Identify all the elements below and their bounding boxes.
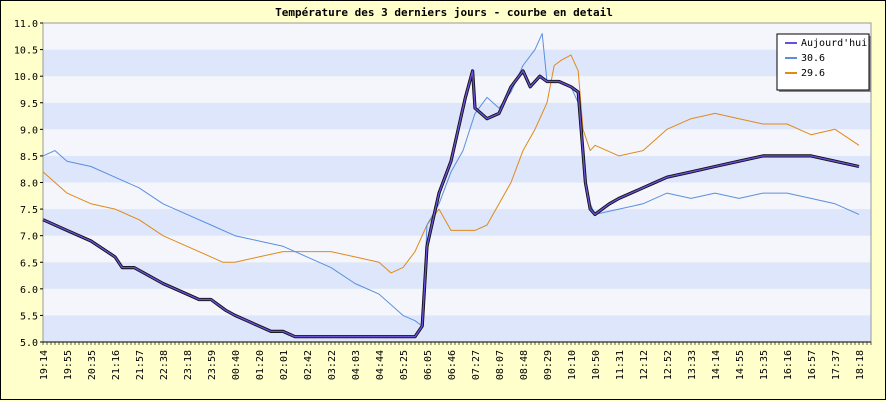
x-tick-label: 17:37 [831,350,842,380]
x-tick-label: 10:50 [591,350,602,380]
x-tick-label: 23:18 [183,350,194,380]
series-line-today [42,70,860,338]
x-tick-label: 14:14 [711,350,722,380]
y-tick-label: 8.5 [20,152,38,163]
x-tick-label: 13:33 [687,350,698,380]
y-tick-label: 11.0 [14,19,38,30]
y-tick-label: 9.5 [20,99,38,110]
x-tick-label: 14:55 [735,350,746,380]
x-tick-label: 08:48 [519,350,530,380]
legend-label: Aujourd'hui [801,38,867,49]
grid-band [43,209,871,236]
x-tick-label: 02:01 [279,350,290,380]
legend-label: 30.6 [801,53,825,64]
x-tick-label: 02:42 [303,350,314,380]
x-tick-label: 06:05 [423,350,434,380]
x-tick-label: 20:35 [87,350,98,380]
x-tick-label: 04:44 [375,350,386,380]
grid-band [43,182,871,210]
grid-band [43,102,871,130]
grid-band [43,76,871,103]
series-line-30.6 [42,33,860,327]
y-tick-label: 6.5 [20,258,38,269]
x-tick-label: 07:27 [471,350,482,380]
x-tick-label: 08:07 [495,350,506,380]
x-tick-label: 23:59 [207,350,218,380]
y-tick-label: 5.5 [20,311,38,322]
x-tick-label: 03:22 [327,350,338,380]
x-tick-label: 22:38 [159,350,170,380]
y-tick-label: 5.0 [20,338,38,349]
x-tick-label: 04:03 [351,350,362,380]
x-tick-label: 10:10 [567,350,578,380]
x-tick-label: 01:20 [255,350,266,380]
x-tick-label: 09:29 [543,350,554,380]
legend: Aujourd'hui 30.6 29.6 [776,33,871,92]
grid-band [43,315,871,342]
grid-band [43,262,871,289]
y-tick-label: 8.0 [20,179,38,190]
grid-band [43,288,871,316]
series-line-29.6 [42,54,860,274]
legend-label: 29.6 [801,68,825,79]
x-tick-label: 21:57 [135,350,146,380]
x-tick-label: 21:16 [111,350,122,380]
x-tick-label: 06:46 [447,350,458,380]
x-tick-label: 16:16 [783,350,794,380]
grid-band [43,235,871,263]
x-tick-label: 19:14 [39,350,50,380]
x-tick-label: 00:40 [231,350,242,380]
y-tick-label: 7.5 [20,205,38,216]
grid-band [43,49,871,77]
grid-band [43,23,871,50]
y-tick-label: 9.0 [20,125,38,136]
y-tick-label: 10.0 [14,72,38,83]
y-tick-label: 10.5 [14,46,38,57]
x-tick-label: 18:18 [855,350,866,380]
x-tick-label: 16:57 [807,350,818,380]
x-tick-label: 19:55 [63,350,74,380]
x-tick-label: 12:12 [639,350,650,380]
x-tick-label: 15:35 [759,350,770,380]
chart-title: Température des 3 derniers jours - courb… [275,6,613,19]
x-tick-label: 12:52 [663,350,674,380]
y-tick-label: 7.0 [20,232,38,243]
x-tick-label: 11:31 [615,350,626,380]
y-tick-label: 6.0 [20,285,38,296]
x-tick-label: 05:25 [399,350,410,380]
